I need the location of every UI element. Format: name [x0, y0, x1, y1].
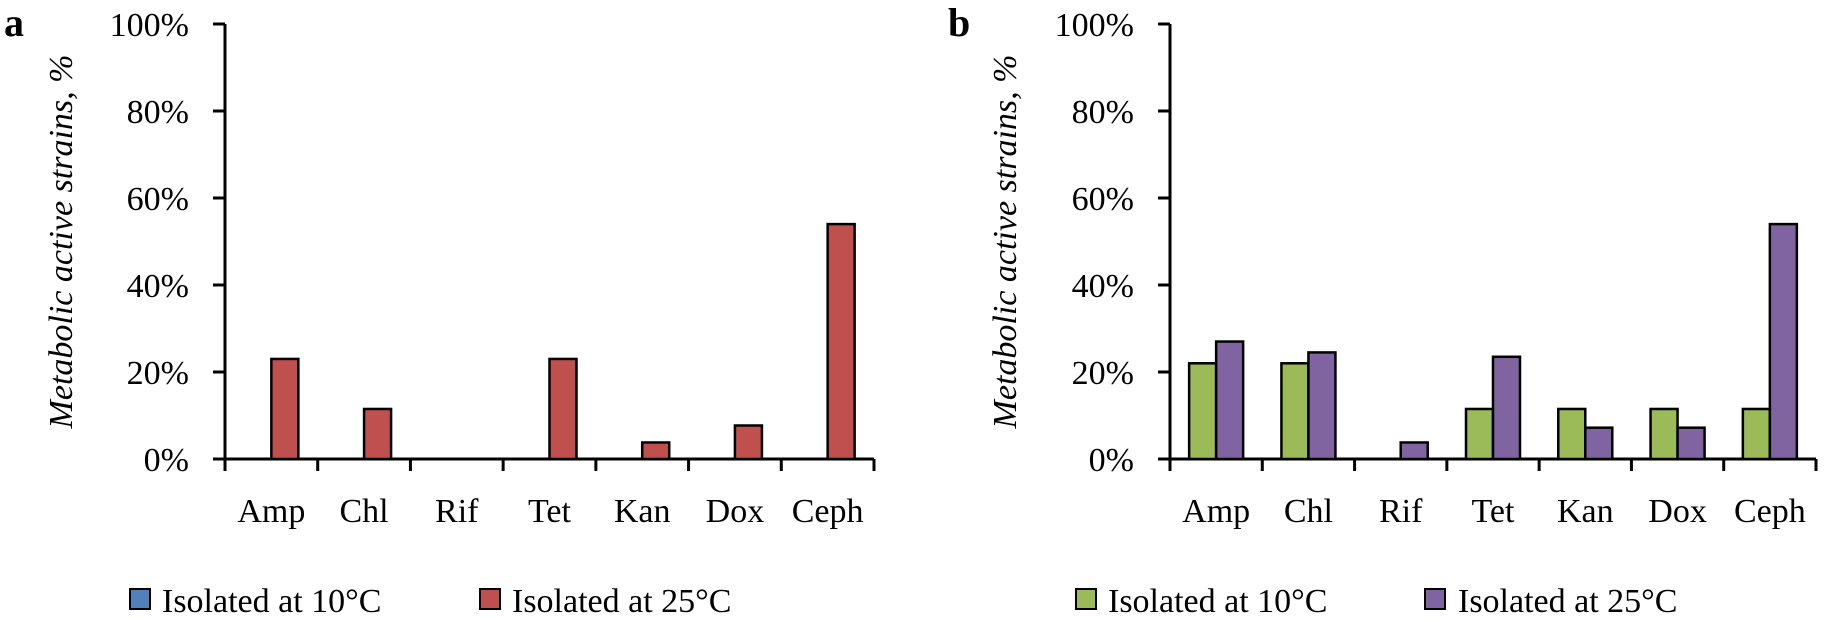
legend-label: Isolated at 10°C	[162, 583, 381, 620]
x-category-label: Dox	[1648, 493, 1707, 530]
y-tick-label: 80%	[127, 94, 189, 131]
x-category-label: Amp	[1182, 493, 1250, 530]
x-category-label: Dox	[706, 493, 765, 530]
bar-amp-series-1	[1189, 363, 1216, 459]
bar-rif-series-2	[1401, 442, 1428, 459]
bar-amp-series-2	[271, 359, 298, 459]
legend-swatch	[480, 589, 500, 609]
legend-swatch	[1425, 589, 1445, 609]
bar-amp-series-2	[1216, 342, 1243, 459]
y-axis-label: Metabolic active strains, %	[43, 55, 80, 430]
y-tick-label: 0%	[1089, 442, 1134, 479]
bar-chl-series-2	[364, 409, 391, 459]
legend-label: Isolated at 10°C	[1108, 583, 1327, 620]
bar-dox-series-2	[1678, 428, 1705, 459]
legend-swatch	[1076, 589, 1096, 609]
x-category-label: Kan	[614, 493, 671, 530]
x-category-label: Ceph	[792, 493, 864, 530]
y-tick-label: 0%	[144, 442, 189, 479]
x-category-label: Kan	[1557, 493, 1614, 530]
y-tick-label: 60%	[127, 181, 189, 218]
y-axis-label: Metabolic active strains, %	[987, 55, 1024, 430]
bar-ceph-series-2	[828, 224, 855, 459]
bar-kan-series-1	[1558, 409, 1585, 459]
bar-kan-series-2	[1585, 428, 1612, 459]
x-category-label: Ceph	[1734, 493, 1806, 530]
bar-ceph-series-2	[1770, 224, 1797, 459]
legend-label: Isolated at 25°C	[512, 583, 731, 620]
y-tick-label: 20%	[127, 355, 189, 392]
y-tick-label: 100%	[1055, 7, 1134, 44]
chart-panel-a: a Metabolic active strains, % 0% 20% 40% 60% 8…	[4, 0, 874, 620]
x-category-label: Chl	[340, 493, 389, 530]
panel-letter: b	[948, 0, 970, 45]
bar-chl-series-2	[1308, 352, 1335, 459]
chart-panel-b: b Metabolic active strains, % 0% 20% 40% 60% 8…	[948, 0, 1816, 620]
x-category-label: Tet	[1472, 493, 1515, 530]
bar-ceph-series-1	[1743, 409, 1770, 459]
y-tick-label: 100%	[110, 7, 189, 44]
bar-tet-series-2	[550, 359, 577, 459]
bar-chl-series-1	[1281, 363, 1308, 459]
legend-label: Isolated at 25°C	[1458, 583, 1677, 620]
y-tick-label: 40%	[1072, 268, 1134, 305]
bar-kan-series-2	[642, 442, 669, 459]
x-category-label: Amp	[237, 493, 305, 530]
y-tick-label: 20%	[1072, 355, 1134, 392]
legend-swatch	[130, 589, 150, 609]
y-tick-label: 40%	[127, 268, 189, 305]
bar-dox-series-2	[735, 426, 762, 459]
bar-dox-series-1	[1651, 409, 1678, 459]
x-category-label: Rif	[1379, 493, 1423, 530]
x-category-label: Tet	[528, 493, 571, 530]
x-category-label: Chl	[1284, 493, 1333, 530]
x-category-label: Rif	[435, 493, 479, 530]
figure: a Metabolic active strains, % 0% 20% 40% 60% 8…	[0, 0, 1824, 622]
bar-tet-series-1	[1466, 409, 1493, 459]
panel-letter: a	[4, 0, 24, 45]
bar-tet-series-2	[1493, 357, 1520, 459]
y-tick-label: 60%	[1072, 181, 1134, 218]
y-tick-label: 80%	[1072, 94, 1134, 131]
